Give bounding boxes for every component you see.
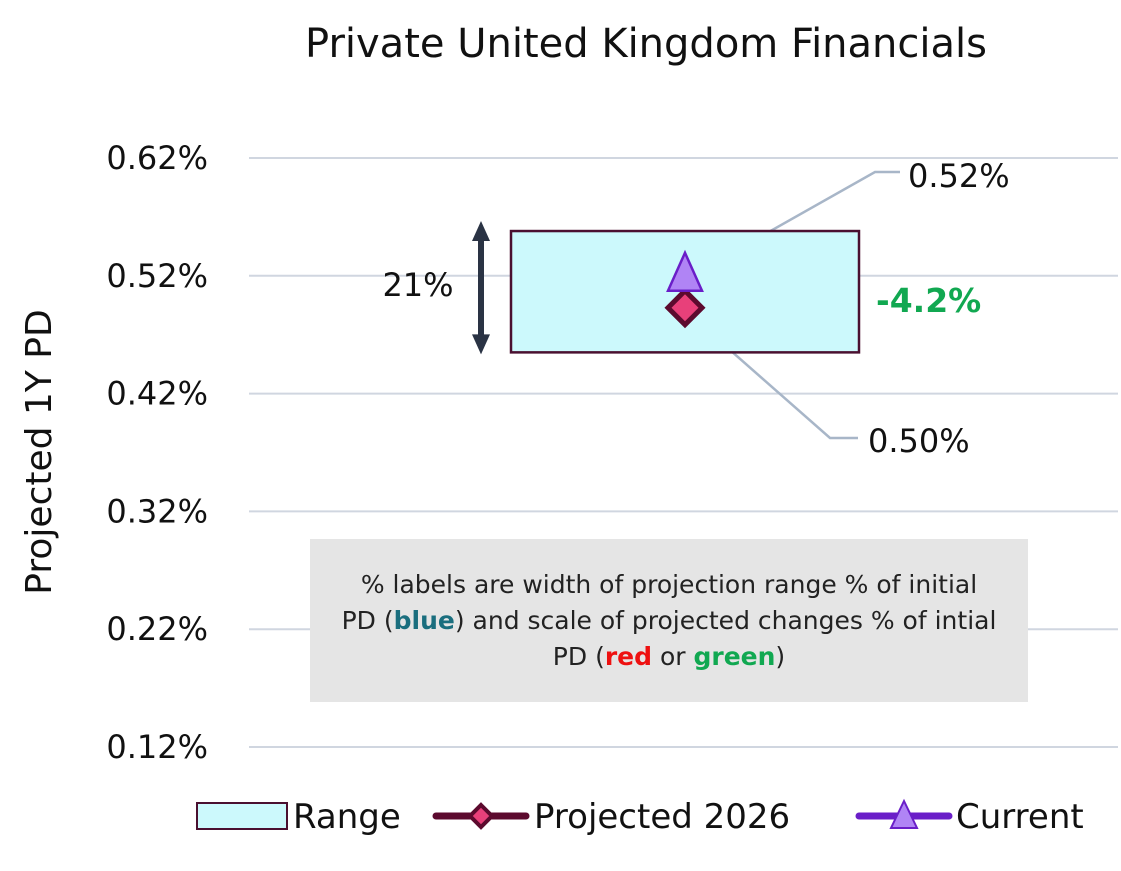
range-arrow-head-up (472, 221, 490, 242)
legend: Range Projected 2026 Current (196, 797, 1084, 837)
chart-title: Private United Kingdom Financials (305, 21, 987, 67)
note-suffix: ) (775, 641, 786, 671)
range-arrow-head-down (472, 334, 490, 355)
current-value-label: 0.52% (908, 157, 1010, 195)
legend-range-label: Range (293, 797, 401, 837)
legend-range-swatch (196, 802, 288, 830)
y-tick-label: 0.32% (106, 492, 208, 530)
projected-marker (664, 287, 706, 329)
legend-projected-label: Projected 2026 (534, 797, 790, 837)
legend-projected-marker (467, 802, 495, 830)
y-tick-label: 0.22% (106, 610, 208, 648)
range-width-arrow (472, 221, 490, 355)
legend-item-range: Range (196, 797, 401, 837)
note-red-word: red (604, 641, 653, 671)
y-axis-label: Projected 1Y PD (19, 309, 60, 594)
legend-item-current: Current (855, 797, 1084, 837)
y-tick-label: 0.62% (106, 139, 208, 177)
note-blue-word: blue (393, 605, 455, 635)
projected-value-label: 0.50% (868, 422, 970, 460)
current-marker (666, 249, 704, 293)
y-axis-ticks: 0.62% 0.52% 0.42% 0.32% 0.22% 0.12% (106, 139, 208, 766)
change-label: -4.2% (876, 281, 981, 320)
y-tick-label: 0.52% (106, 257, 208, 295)
note-or: or (652, 641, 694, 671)
legend-item-projected: Projected 2026 (432, 797, 790, 837)
y-tick-label: 0.42% (106, 375, 208, 413)
legend-current-label: Current (956, 797, 1084, 837)
projected-leader-line (690, 314, 858, 440)
y-tick-label: 0.12% (106, 728, 208, 766)
note-prefix: % labels are width of projection range %… (341, 569, 978, 635)
note-green-word: green (693, 641, 776, 671)
range-width-label: 21% (382, 266, 453, 304)
legend-current-marker (889, 798, 919, 829)
note-mid: ) and scale of projected changes % of in… (454, 605, 997, 671)
explanation-note: % labels are width of projection range %… (310, 539, 1028, 702)
